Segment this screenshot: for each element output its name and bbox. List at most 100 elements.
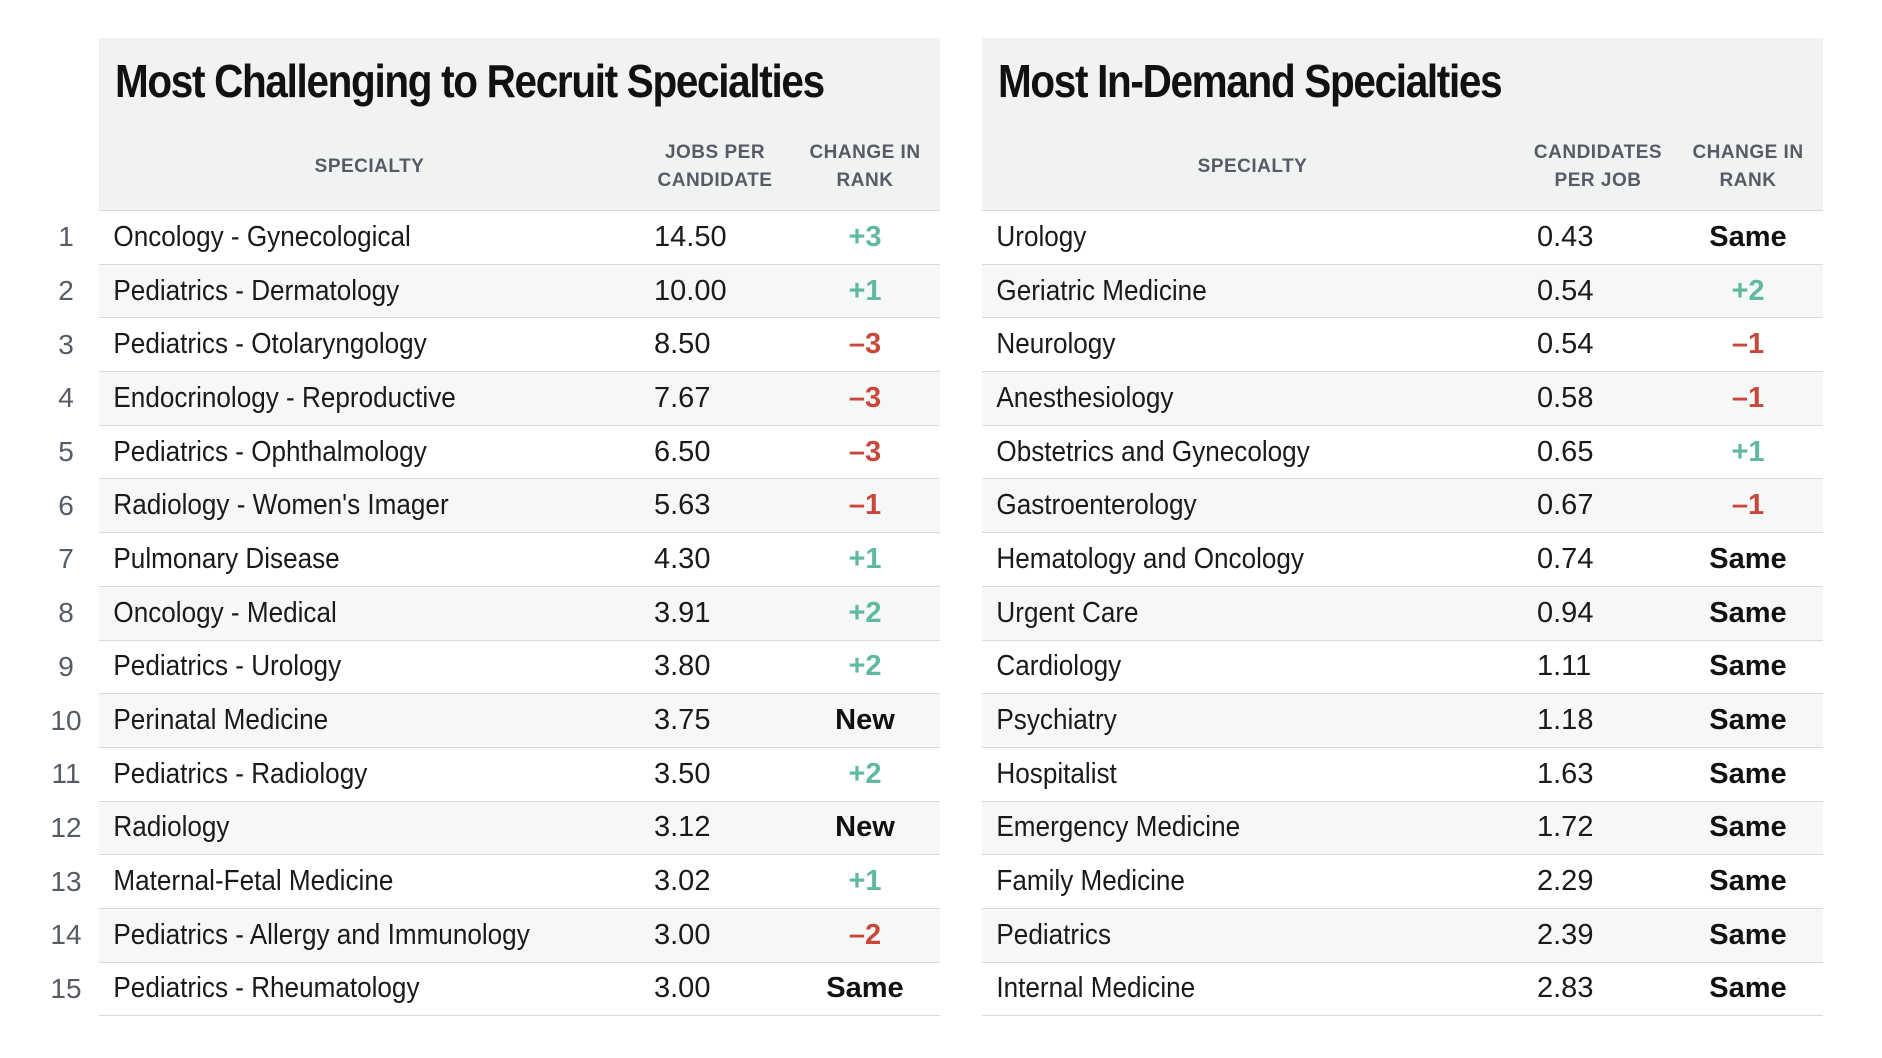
rank-number: 12 xyxy=(50,811,82,843)
rank-change: Same xyxy=(826,972,904,1005)
rank-change: –1 xyxy=(848,489,882,522)
ratio-value: 0.54 xyxy=(1537,328,1594,361)
ratio-value: 2.83 xyxy=(1537,972,1594,1005)
specialty-name: Family Medicine xyxy=(996,865,1185,898)
ratio-value: 4.30 xyxy=(654,542,711,575)
header-candidates-per-job: CANDIDATES PER JOB xyxy=(1533,142,1663,191)
table-row: Family Medicine 2.29 Same xyxy=(982,855,1823,909)
specialty-name: Neurology xyxy=(996,328,1116,361)
rank-change: Same xyxy=(1709,542,1787,575)
table-row: 9 Pediatrics - Urology 3.80 +2 xyxy=(58,641,940,695)
table-row: 3 Pediatrics - Otolaryngology 8.50 –3 xyxy=(58,318,940,373)
specialty-name: Hospitalist xyxy=(996,757,1117,790)
table-body: 1 Oncology - Gynecological 14.50 +3 2 Pediatr… xyxy=(50,211,940,1017)
table-title: Most Challenging to Recruit Specialties xyxy=(115,55,825,107)
specialty-name: Pediatrics - Urology xyxy=(113,650,342,683)
ratio-value: 3.02 xyxy=(654,865,711,898)
specialty-name: Anesthesiology xyxy=(996,381,1174,414)
rank-number: 3 xyxy=(58,328,74,360)
rank-change: +3 xyxy=(848,220,882,253)
ratio-value: 8.50 xyxy=(654,328,711,361)
in-demand-specialties-table: Most In-Demand Specialties SPECIALTY CAN… xyxy=(982,38,1823,1017)
ratio-value: 0.74 xyxy=(1537,542,1594,575)
table-title-block: Most Challenging to Recruit Specialties xyxy=(99,38,940,124)
rank-change: Same xyxy=(1709,704,1787,737)
specialty-name: Urgent Care xyxy=(996,596,1139,629)
table-row: Psychiatry 1.18 Same xyxy=(982,694,1823,748)
table-row: Pediatrics 2.39 Same xyxy=(982,908,1823,963)
table-row: Urgent Care 0.94 Same xyxy=(982,586,1823,641)
rank-number: 5 xyxy=(58,436,74,468)
table-row: Neurology 0.54 –1 xyxy=(982,318,1823,373)
header-jobs-per-candidate: JOBS PER CANDIDATE xyxy=(657,142,773,191)
header-specialty: SPECIALTY xyxy=(1197,156,1308,177)
specialty-name: Gastroenterology xyxy=(996,489,1197,522)
ratio-value: 14.50 xyxy=(654,220,727,253)
specialty-name: Internal Medicine xyxy=(996,972,1196,1005)
rank-change: –1 xyxy=(1731,489,1765,522)
specialty-name: Pediatrics - Otolaryngology xyxy=(113,328,427,361)
ratio-value: 0.43 xyxy=(1537,220,1594,253)
specialty-name: Psychiatry xyxy=(996,704,1117,737)
ratio-value: 1.18 xyxy=(1537,704,1594,737)
ratio-value: 0.58 xyxy=(1537,381,1594,414)
ratio-value: 6.50 xyxy=(654,435,711,468)
table-row: Internal Medicine 2.83 Same xyxy=(982,963,1823,1017)
rank-change: New xyxy=(835,811,895,844)
table-header-row: SPECIALTY JOBS PER CANDIDATE CHANGE IN R… xyxy=(99,124,940,211)
table-row: 12 Radiology 3.12 New xyxy=(50,801,940,856)
ratio-value: 1.72 xyxy=(1537,811,1594,844)
ratio-value: 0.94 xyxy=(1537,596,1594,629)
table-row: Cardiology 1.11 Same xyxy=(982,641,1823,695)
rank-change: –3 xyxy=(848,328,882,361)
table-row: 6 Radiology - Women's Imager 5.63 –1 xyxy=(58,479,940,534)
rank-change: Same xyxy=(1709,596,1787,629)
rank-change: +1 xyxy=(1731,435,1765,468)
table-row: 1 Oncology - Gynecological 14.50 +3 xyxy=(58,211,940,265)
specialty-name: Oncology - Gynecological xyxy=(113,220,411,253)
rank-change: +2 xyxy=(1731,274,1765,307)
specialty-name: Pediatrics - Allergy and Immunology xyxy=(113,918,530,951)
specialty-name: Hematology and Oncology xyxy=(996,542,1304,575)
table-row: Hospitalist 1.63 Same xyxy=(982,748,1823,802)
ratio-value: 2.29 xyxy=(1537,865,1594,898)
table-row: Anesthesiology 0.58 –1 xyxy=(982,372,1823,426)
specialty-name: Pediatrics - Radiology xyxy=(113,757,368,790)
specialty-name: Maternal-Fetal Medicine xyxy=(113,865,394,898)
rank-number: 7 xyxy=(58,543,74,575)
rank-number: 10 xyxy=(50,704,82,736)
specialty-name: Emergency Medicine xyxy=(996,811,1241,844)
rank-change: Same xyxy=(1709,220,1787,253)
ratio-value: 3.75 xyxy=(654,704,711,737)
rank-change: –2 xyxy=(848,918,882,951)
specialty-name: Pediatrics - Dermatology xyxy=(113,274,400,307)
rank-change: +1 xyxy=(848,865,882,898)
header-specialty: SPECIALTY xyxy=(314,156,425,177)
ratio-value: 3.91 xyxy=(654,596,711,629)
rank-change: +2 xyxy=(848,596,882,629)
rank-change: +2 xyxy=(848,650,882,683)
ratio-value: 1.63 xyxy=(1537,757,1594,790)
specialty-name: Cardiology xyxy=(996,650,1122,683)
table-row: 4 Endocrinology - Reproductive 7.67 –3 xyxy=(58,372,940,426)
specialty-name: Geriatric Medicine xyxy=(996,274,1207,307)
rank-number: 9 xyxy=(58,650,74,682)
rank-change: Same xyxy=(1709,650,1787,683)
specialty-name: Pediatrics xyxy=(996,918,1111,951)
rank-change: Same xyxy=(1709,757,1787,790)
rank-number: 14 xyxy=(50,919,82,951)
table-row: 2 Pediatrics - Dermatology 10.00 +1 xyxy=(58,264,940,319)
table-title: Most In-Demand Specialties xyxy=(998,55,1503,107)
ratio-value: 3.00 xyxy=(654,972,711,1005)
table-row: Gastroenterology 0.67 –1 xyxy=(982,479,1823,534)
ratio-value: 3.12 xyxy=(654,811,711,844)
rank-change: –1 xyxy=(1731,328,1765,361)
table-row: 13 Maternal-Fetal Medicine 3.02 +1 xyxy=(50,855,940,909)
rank-number: 8 xyxy=(58,597,74,629)
rank-change: +2 xyxy=(848,757,882,790)
ratio-value: 0.54 xyxy=(1537,274,1594,307)
rank-change: Same xyxy=(1709,972,1787,1005)
rank-number: 13 xyxy=(50,865,82,897)
table-row: Hematology and Oncology 0.74 Same xyxy=(982,533,1823,587)
rank-change: –1 xyxy=(1731,381,1765,414)
